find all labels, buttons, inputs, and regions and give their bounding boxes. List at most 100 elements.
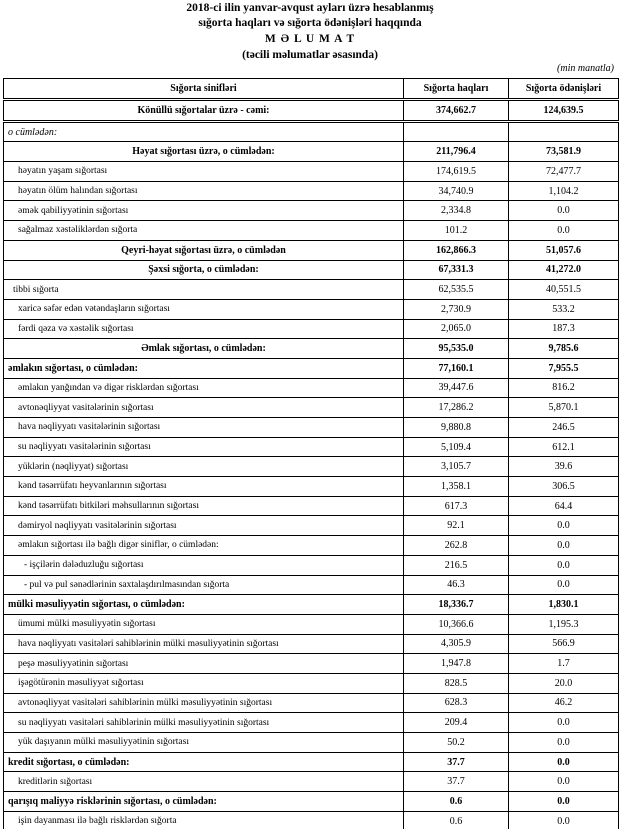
cell-value: 628.3 xyxy=(403,692,509,714)
cell-value: 0.0 xyxy=(508,220,619,241)
cell-value: 533.2 xyxy=(508,298,619,320)
cell-value: 34,740.9 xyxy=(403,180,509,202)
subtitle: (təcili məlumatlar əsasında) xyxy=(242,49,378,61)
cell-value: 0.0 xyxy=(508,771,619,793)
cell-value: 1,195.3 xyxy=(508,613,619,635)
cell-value: 246.5 xyxy=(508,417,619,438)
table-row: su nəqliyyatı vasitələrinin sığortası 5,1… xyxy=(3,436,619,458)
cell-value: 0.0 xyxy=(508,791,619,812)
table-row: dəmiryol nəqliyyatı vasitələrinin sığort… xyxy=(3,515,619,537)
cell-value: 3,105.7 xyxy=(403,456,509,478)
cell-value: 77,160.1 xyxy=(403,357,509,379)
cell-value: 0.0 xyxy=(508,810,619,829)
cell-value: 9,880.8 xyxy=(403,417,509,438)
table-row: avtonəqliyyat vasitələri sahiblərinin mü… xyxy=(3,692,619,714)
table-row: kredit sığortası, o cümlədən: 37.7 0.0 xyxy=(3,751,619,773)
insurance-table: Sığorta sinifləri Sığorta haqları Sığorta … xyxy=(3,78,619,829)
cell-value: 0.6 xyxy=(403,810,509,829)
title-line: sığorta haqları və sığorta ödənişləri ha… xyxy=(198,17,422,29)
table-row: əmlakın sığortası ilə bağlı digər sinifl… xyxy=(3,535,619,556)
row-label: hava nəqliyyatı vasitələrinin sığortası xyxy=(3,417,404,438)
row-label: kənd təsərrüfatı heyvanlarının sığortası xyxy=(3,476,404,497)
table-row: yük daşıyanın mülki məsuliyyətinin sığor… xyxy=(3,732,619,753)
cell-value: 174,619.5 xyxy=(403,161,509,182)
table-row: Həyat sığortası üzrə, o cümlədən: 211,796… xyxy=(3,141,619,163)
table-row: Könüllü sığortalar üzrə - cəmi: 374,662.7… xyxy=(3,98,619,123)
cell-value: 374,662.7 xyxy=(403,98,509,123)
cell-value: 37.7 xyxy=(403,771,509,793)
cell-value: 2,334.8 xyxy=(403,200,509,222)
cell-value: 0.0 xyxy=(508,574,619,596)
cell-value: 262.8 xyxy=(403,535,509,556)
cell-value: 50.2 xyxy=(403,732,509,753)
table-row: həyatın yaşam sığortası 174,619.5 72,477.7 xyxy=(3,161,619,182)
row-label: həyatın ölüm halından sığortası xyxy=(3,180,404,202)
row-label: avtonəqliyyat vasitələri sahiblərinin mü… xyxy=(3,692,404,714)
cell-value: 2,730.9 xyxy=(403,298,509,320)
table-row: Şəxsi sığorta, o cümlədən: 67,331.3 41,272… xyxy=(3,259,619,281)
table-row: o cümlədən: xyxy=(3,120,619,143)
cell-value: 0.0 xyxy=(508,732,619,753)
row-label: əmlakın sığortası ilə bağlı digər sinifl… xyxy=(3,535,404,556)
cell-value: 18,336.7 xyxy=(403,594,509,615)
cell-value: 209.4 xyxy=(403,712,509,733)
table-row: hava nəqliyyatı vasitələrinin sığortası 9… xyxy=(3,417,619,438)
row-label: ümumi mülki məsuliyyətin sığortası xyxy=(3,613,404,635)
cell-value: 0.0 xyxy=(508,554,619,576)
header-row: Sığorta sinifləri Sığorta haqları Sığorta … xyxy=(3,78,619,100)
table-row: peşə məsuliyyətinin sığortası 1,947.8 1.7 xyxy=(3,653,619,674)
row-label: su nəqliyyatı vasitələrinin sığortası xyxy=(3,436,404,458)
table-row: kənd təsərrüfatı bitkiləri məhsullarının… xyxy=(3,495,619,517)
row-label: su nəqliyyatı vasitələri sahiblərinin mü… xyxy=(3,712,404,733)
row-label: yüklərin (nəqliyyat) sığortası xyxy=(3,456,404,478)
column-header: Sığorta haqları xyxy=(403,78,509,100)
cell-value: 7,955.5 xyxy=(508,357,619,379)
cell-value: 40,551.5 xyxy=(508,279,619,300)
row-label: Qeyri-həyat sığortası üzrə, o cümlədən xyxy=(3,239,404,261)
column-header: Sığorta ödənişləri xyxy=(508,78,619,100)
cell-value: 101.2 xyxy=(403,220,509,241)
cell-value: 37.7 xyxy=(403,751,509,773)
table-row: kreditlərin sığortası 37.7 0.0 xyxy=(3,771,619,793)
unit-note: (min manatla) xyxy=(557,63,614,74)
row-label: işin dayanması ilə bağlı risklərdən sığo… xyxy=(3,810,404,829)
cell-value: 5,870.1 xyxy=(508,397,619,418)
cell-value xyxy=(403,120,509,143)
table-row: su nəqliyyatı vasitələri sahiblərinin mü… xyxy=(3,712,619,733)
row-label: peşə məsuliyyətinin sığortası xyxy=(3,653,404,674)
cell-value: 62,535.5 xyxy=(403,279,509,300)
cell-value: 216.5 xyxy=(403,554,509,576)
cell-value: 39.6 xyxy=(508,456,619,478)
cell-value: 4,305.9 xyxy=(403,633,509,655)
cell-value: 612.1 xyxy=(508,436,619,458)
row-label: mülki məsuliyyətin sığortası, o cümlədən… xyxy=(3,594,404,615)
row-label: işəgötürənin məsuliyyət sığortası xyxy=(3,672,404,694)
table-row: - işçilərin dələduzluğu sığortası 216.5 0.… xyxy=(3,554,619,576)
cell-value: 17,286.2 xyxy=(403,397,509,418)
cell-value: 828.5 xyxy=(403,672,509,694)
cell-value: 617.3 xyxy=(403,495,509,517)
cell-value: 0.0 xyxy=(508,712,619,733)
table-row: tibbi sığorta 62,535.5 40,551.5 xyxy=(3,279,619,300)
cell-value: 1,830.1 xyxy=(508,594,619,615)
row-label: tibbi sığorta xyxy=(3,279,404,300)
cell-value xyxy=(508,120,619,143)
cell-value: 187.3 xyxy=(508,318,619,340)
table-row: əmlakın yanğından və digər risklərdən sı… xyxy=(3,377,619,399)
table-row: həyatın ölüm halından sığortası 34,740.9 1… xyxy=(3,180,619,202)
cell-value: 211,796.4 xyxy=(403,141,509,163)
cell-value: 20.0 xyxy=(508,672,619,694)
table-row: kənd təsərrüfatı heyvanlarının sığortası… xyxy=(3,476,619,497)
cell-value: 0.6 xyxy=(403,791,509,812)
cell-value: 0.0 xyxy=(508,200,619,222)
row-label: Könüllü sığortalar üzrə - cəmi: xyxy=(3,98,404,123)
cell-value: 64.4 xyxy=(508,495,619,517)
cell-value: 51,057.6 xyxy=(508,239,619,261)
cell-value: 1,947.8 xyxy=(403,653,509,674)
cell-value: 0.0 xyxy=(508,535,619,556)
row-label: Şəxsi sığorta, o cümlədən: xyxy=(3,259,404,281)
title-line: 2018-ci ilin yanvar-avqust ayları üzrə h… xyxy=(186,2,434,14)
cell-value: 5,109.4 xyxy=(403,436,509,458)
cell-value: 72,477.7 xyxy=(508,161,619,182)
